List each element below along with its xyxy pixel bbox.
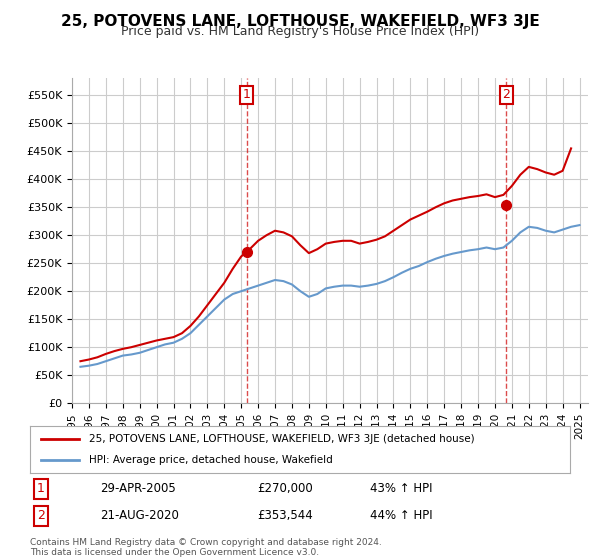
- Text: 25, POTOVENS LANE, LOFTHOUSE, WAKEFIELD, WF3 3JE (detached house): 25, POTOVENS LANE, LOFTHOUSE, WAKEFIELD,…: [89, 434, 475, 444]
- Text: 43% ↑ HPI: 43% ↑ HPI: [370, 482, 433, 496]
- Text: HPI: Average price, detached house, Wakefield: HPI: Average price, detached house, Wake…: [89, 455, 333, 465]
- Text: 29-APR-2005: 29-APR-2005: [100, 482, 176, 496]
- Text: £353,544: £353,544: [257, 510, 313, 522]
- Text: Contains HM Land Registry data © Crown copyright and database right 2024.
This d: Contains HM Land Registry data © Crown c…: [30, 538, 382, 557]
- Text: 21-AUG-2020: 21-AUG-2020: [100, 510, 179, 522]
- Text: 1: 1: [37, 482, 45, 496]
- Text: 25, POTOVENS LANE, LOFTHOUSE, WAKEFIELD, WF3 3JE: 25, POTOVENS LANE, LOFTHOUSE, WAKEFIELD,…: [61, 14, 539, 29]
- Text: 1: 1: [243, 88, 251, 101]
- Text: Price paid vs. HM Land Registry's House Price Index (HPI): Price paid vs. HM Land Registry's House …: [121, 25, 479, 38]
- Text: £270,000: £270,000: [257, 482, 313, 496]
- Text: 44% ↑ HPI: 44% ↑ HPI: [370, 510, 433, 522]
- Text: 2: 2: [37, 510, 45, 522]
- Text: 2: 2: [502, 88, 510, 101]
